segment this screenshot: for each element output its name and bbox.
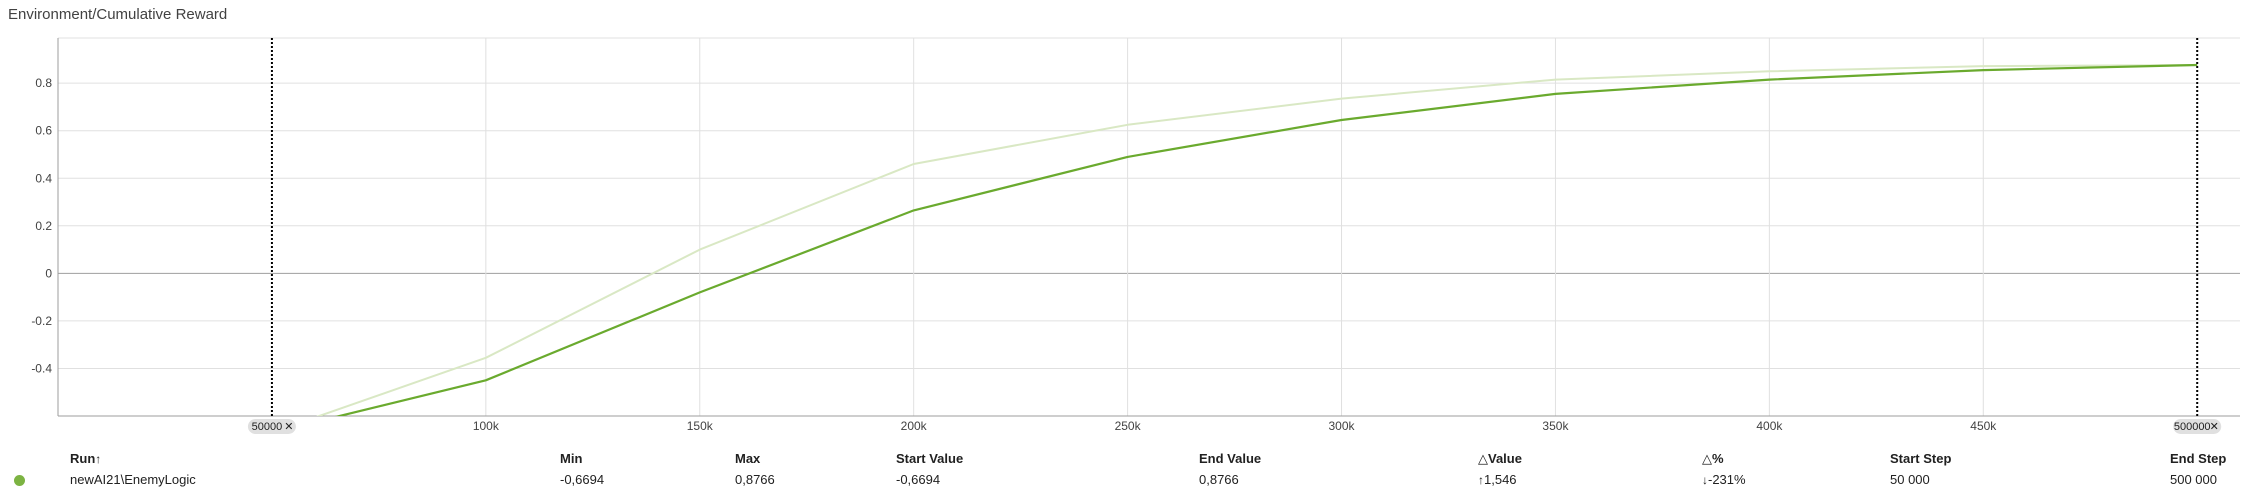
cell-max: 0,8766 (735, 472, 775, 487)
header-start-step[interactable]: Start Step (1890, 451, 1952, 466)
range-marker-layer[interactable]: 50000 ✕ 500000 ✕ (247, 38, 2222, 434)
range-start-chip-bg (247, 419, 296, 434)
x-tick-label: 350k (1542, 419, 1569, 433)
arrow-down-icon: ↓ (1702, 473, 1708, 487)
axis-layer: -0.4 -0.2 0 0.2 0.4 0.6 0.8 100k 150k 200k 250k 300… (31, 38, 2240, 433)
y-tick-label: 0.2 (35, 219, 52, 233)
raw-series-line[interactable] (272, 64, 2198, 433)
y-tick-label: 0.8 (35, 76, 52, 90)
range-end-chip[interactable]: 500000 ✕ (2173, 419, 2222, 434)
range-end-chip-bg (2173, 419, 2222, 434)
range-start-chip-label: 50000 (252, 421, 283, 433)
x-tick-label: 400k (1756, 419, 1783, 433)
y-tick-label: -0.4 (31, 361, 52, 375)
cell-delta-percent: ↓-231% (1702, 472, 1746, 487)
y-tick-label: 0 (45, 266, 52, 280)
x-tick-label: 450k (1970, 419, 1997, 433)
line-chart[interactable]: -0.4 -0.2 0 0.2 0.4 0.6 0.8 100k 150k 200k 250k 300… (0, 0, 2250, 440)
x-tick-label: 100k (473, 419, 500, 433)
cell-delta-value-text: 1,546 (1484, 472, 1517, 487)
header-end-value[interactable]: End Value (1199, 451, 1262, 466)
header-max[interactable]: Max (735, 451, 761, 466)
header-run-label: Run (70, 451, 96, 466)
header-start-value[interactable]: Start Value (896, 451, 964, 466)
cell-delta-value: ↑1,546 (1478, 472, 1517, 487)
sort-arrow-up-icon: ↑ (95, 452, 102, 466)
chart-title: Environment/Cumulative Reward (8, 6, 228, 23)
y-tick-label: 0.6 (35, 124, 52, 138)
header-min[interactable]: Min (560, 451, 583, 466)
header-run[interactable]: Run↑ (70, 451, 101, 466)
header-end-step[interactable]: End Step (2170, 451, 2227, 466)
cell-start-step: 50 000 (1890, 472, 1930, 487)
cell-min: -0,6694 (560, 472, 605, 487)
close-icon[interactable]: ✕ (284, 421, 293, 433)
header-delta-value[interactable]: △Value (1478, 451, 1522, 466)
run-summary-table: Run↑ Min Max Start Value End Value △Valu… (0, 448, 2250, 498)
arrow-up-icon: ↑ (1478, 473, 1484, 487)
close-icon[interactable]: ✕ (2210, 421, 2219, 433)
x-tick-label: 250k (1115, 419, 1142, 433)
x-tick-label: 200k (901, 419, 928, 433)
grid-layer (58, 37, 2240, 416)
x-tick-label: 300k (1329, 419, 1356, 433)
header-delta-percent[interactable]: △% (1702, 451, 1724, 466)
cell-end-value: 0,8766 (1199, 472, 1239, 487)
range-start-chip[interactable]: 50000 ✕ (247, 419, 296, 434)
smoothed-series-line[interactable] (272, 63, 2198, 433)
run-color-dot[interactable] (14, 475, 25, 486)
cell-run: newAI21\EnemyLogic (70, 472, 196, 487)
y-tick-label: -0.2 (31, 314, 52, 328)
x-tick-label: 150k (687, 419, 714, 433)
range-end-chip-label: 500000 (2174, 421, 2211, 433)
series-layer (272, 63, 2198, 433)
cell-delta-percent-text: -231% (1708, 472, 1746, 487)
cell-start-value: -0,6694 (896, 472, 941, 487)
cell-end-step: 500 000 (2170, 472, 2217, 487)
y-tick-label: 0.4 (35, 171, 52, 185)
